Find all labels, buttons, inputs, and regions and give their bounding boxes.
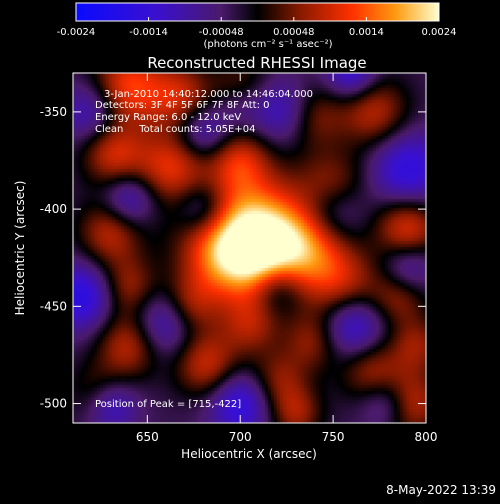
annotation-time-range: 3-Jan-2010 14:40:12.000 to 14:46:04.000 (104, 89, 313, 100)
colorbar-tick-label: 0.0014 (349, 27, 384, 38)
colorbar-unit-label: (photons cm⁻² s⁻¹ asec⁻²) (203, 39, 332, 50)
annotation-energy: Energy Range: 6.0 - 12.0 keV (95, 112, 241, 123)
annotation-peak: Position of Peak = [715,-422] (95, 399, 241, 410)
x-tick-label: 650 (136, 430, 159, 444)
plot-title: Reconstructed RHESSI Image (147, 54, 366, 72)
y-tick-label: -500 (40, 397, 67, 411)
x-tick-label: 750 (322, 430, 345, 444)
y-axis-label: Heliocentric Y (arcsec) (13, 181, 27, 316)
axis-ticks: 650 700 750 800 -350 -400 -450 -500 (40, 73, 438, 444)
x-tick-label: 700 (229, 430, 252, 444)
x-tick-label: 800 (415, 430, 438, 444)
colorbar (75, 2, 440, 22)
y-tick-label: -350 (40, 105, 67, 119)
colorbar-tick-label: -0.0014 (129, 27, 168, 38)
colorbar-tick-label: 0.00048 (273, 27, 314, 38)
plot-frame (72, 72, 427, 424)
annotation-detectors: Detectors: 3F 4F 5F 6F 7F 8F Att: 0 (95, 100, 270, 111)
y-tick-label: -400 (40, 202, 67, 216)
annotation-clean-totals: Clean Total counts: 5.05E+04 (95, 124, 255, 135)
colorbar-ticks: -0.0024 -0.0014 -0.00048 0.00048 0.0014 0.002… (57, 17, 457, 38)
heatmap-container (73, 73, 426, 423)
colorbar-tick-label: -0.00048 (199, 27, 244, 38)
y-tick-label: -450 (40, 299, 67, 313)
footer-datetime: 8-May-2022 13:39 (386, 483, 496, 497)
colorbar-tick-label: -0.0024 (57, 27, 96, 38)
colorbar-tick-label: 0.0024 (422, 27, 457, 38)
heatmap-image (73, 73, 426, 423)
x-axis-label: Heliocentric X (arcsec) (181, 447, 317, 461)
